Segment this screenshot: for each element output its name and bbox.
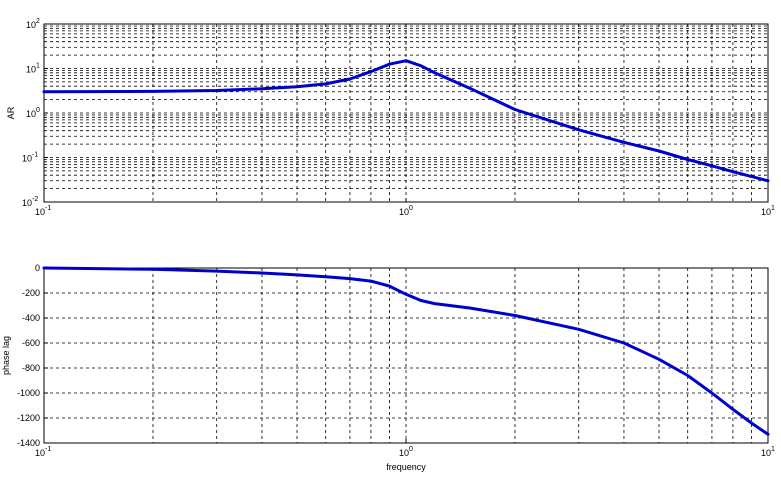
y-tick-label-exp: 0 — [36, 107, 40, 114]
y-tick-label: -400 — [22, 313, 40, 323]
y-axis-label: AR — [6, 106, 16, 119]
y-tick-label-exp: 2 — [36, 18, 40, 25]
series-line — [42, 59, 770, 183]
y-tick-label: -200 — [22, 288, 40, 298]
x-tick-label-exp: -1 — [45, 446, 51, 453]
y-tick-label-base: 10 — [22, 154, 32, 164]
y-tick-label: -600 — [22, 338, 40, 348]
y-axis-label: phase lag — [1, 336, 11, 375]
y-tick-label: 0 — [35, 263, 40, 273]
x-tick-label-exp: 0 — [409, 205, 413, 212]
x-tick-label-base: 10 — [35, 207, 45, 217]
y-tick-label-exp: -2 — [32, 196, 38, 203]
y-tick-label: -1400 — [17, 438, 40, 448]
y-tick-label: -800 — [22, 363, 40, 373]
series-line — [42, 266, 770, 436]
y-tick-label-exp: 1 — [36, 63, 40, 70]
x-tick-label-exp: 1 — [771, 205, 775, 212]
y-tick-label: -1200 — [17, 413, 40, 423]
phase-lag-panel: 10 -1 10 0 10 10-200-400-600-800-1000-1200-14… — [1, 263, 775, 472]
x-tick-label-exp: -1 — [45, 205, 51, 212]
x-tick-label-base: 10 — [399, 207, 409, 217]
x-tick-label-base: 10 — [399, 448, 409, 458]
x-tick-label-base: 10 — [35, 448, 45, 458]
y-tick-label: -1000 — [17, 388, 40, 398]
x-axis-label: frequency — [386, 462, 426, 472]
y-tick-label-base: 10 — [26, 20, 36, 30]
x-tick-label-base: 10 — [761, 207, 771, 217]
y-tick-label-base: 10 — [26, 109, 36, 119]
y-tick-label-base: 10 — [22, 198, 32, 208]
y-tick-label-base: 10 — [26, 65, 36, 75]
x-tick-label-exp: 0 — [409, 446, 413, 453]
y-tick-label-exp: -1 — [32, 152, 38, 159]
ar-magnitude-panel: 10 -1 10 0 10 110 -210 -110 010 110 2AR — [6, 18, 775, 217]
x-tick-label-exp: 1 — [771, 446, 775, 453]
x-tick-label-base: 10 — [761, 448, 771, 458]
